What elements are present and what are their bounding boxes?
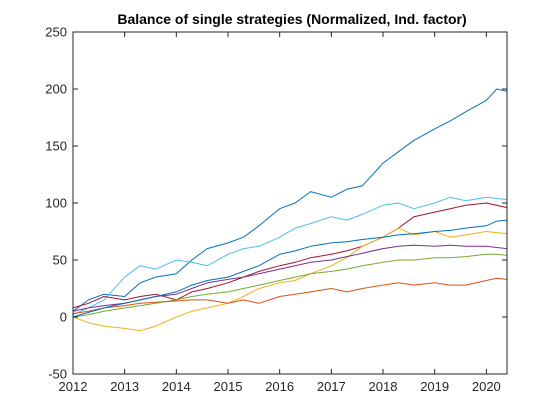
chart-title: Balance of single strategies (Normalized… (117, 11, 466, 27)
series-line-8 (72, 219, 508, 318)
x-tick-label: 2017 (317, 379, 346, 394)
y-tick-label: 150 (45, 139, 67, 154)
y-tick-label: 250 (45, 25, 67, 40)
y-tick-label: 200 (45, 82, 67, 97)
x-tick-label: 2020 (472, 379, 501, 394)
y-tick-label: 100 (45, 196, 67, 211)
series-line-6 (72, 253, 508, 318)
x-tick-label: 2016 (265, 379, 294, 394)
y-tick-label: -50 (48, 367, 67, 382)
series-line-1 (72, 88, 508, 312)
y-tick-label: 50 (53, 253, 67, 268)
series-line-2 (72, 196, 508, 316)
axes-layer: 2012 2013 2014 2015 2016 2017 2018 2019 2020 -50 0… (45, 25, 508, 394)
series-line-3 (72, 202, 508, 309)
series-line-4 (72, 227, 508, 332)
x-tick-label: 2015 (214, 379, 243, 394)
x-tick-label: 2014 (162, 379, 191, 394)
series-line-7 (72, 277, 508, 315)
x-tick-label: 2019 (420, 379, 449, 394)
y-tick-label: 0 (60, 310, 67, 325)
x-tick-label: 2018 (369, 379, 398, 394)
series-layer (72, 88, 508, 332)
x-tick-label: 2013 (110, 379, 139, 394)
x-tick-label: 2012 (59, 379, 88, 394)
